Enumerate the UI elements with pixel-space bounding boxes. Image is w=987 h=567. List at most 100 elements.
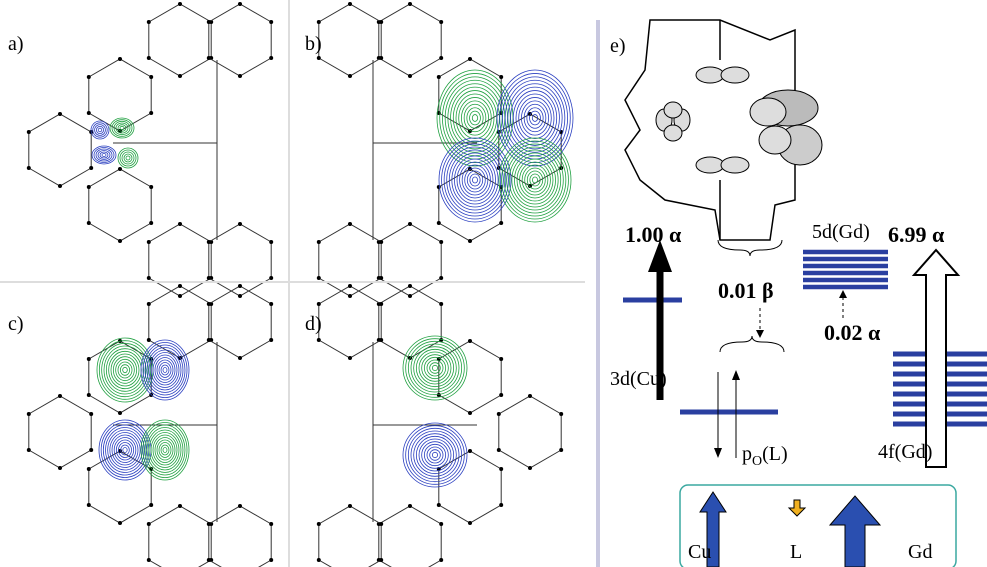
- atom: [149, 503, 153, 507]
- contour: [149, 350, 181, 390]
- ring: [209, 506, 271, 567]
- atom: [147, 20, 151, 24]
- atom: [559, 448, 563, 452]
- atom: [207, 302, 211, 306]
- arrowhead: [714, 448, 722, 458]
- atom: [317, 338, 321, 342]
- contour: [120, 126, 124, 129]
- contour: [511, 87, 560, 149]
- contour-panels: [27, 2, 573, 567]
- ring: [319, 4, 381, 76]
- ring: [379, 506, 441, 567]
- contour: [104, 346, 146, 394]
- atom: [468, 239, 472, 243]
- contour: [520, 162, 551, 198]
- atom: [207, 20, 211, 24]
- contour: [507, 147, 564, 213]
- atom: [348, 504, 352, 508]
- atom: [27, 130, 31, 134]
- atom: [437, 75, 441, 79]
- atom: [238, 284, 242, 288]
- ring: [29, 396, 91, 468]
- atom: [207, 56, 211, 60]
- contour: [124, 154, 132, 162]
- panel-label: e): [610, 35, 626, 57]
- contour: [422, 355, 449, 382]
- contour: [118, 148, 138, 168]
- contour: [432, 365, 437, 370]
- panel-label: d): [305, 313, 322, 335]
- atom: [118, 411, 122, 415]
- ring: [89, 169, 151, 241]
- atom: [468, 411, 472, 415]
- contour: [411, 344, 459, 392]
- atom: [497, 412, 501, 416]
- atom: [58, 112, 62, 116]
- atom: [499, 393, 503, 397]
- contour: [106, 349, 143, 392]
- atom: [178, 294, 182, 298]
- contour: [530, 111, 541, 125]
- atom: [58, 184, 62, 188]
- contour: [459, 97, 492, 138]
- contour: [422, 442, 449, 469]
- atom: [269, 558, 273, 562]
- contour: [414, 347, 457, 390]
- atom: [178, 74, 182, 78]
- atom: [317, 558, 321, 562]
- contour: [424, 444, 445, 465]
- atom: [87, 185, 91, 189]
- atom: [58, 394, 62, 398]
- atom: [27, 448, 31, 452]
- contour: [424, 357, 445, 378]
- atom: [118, 521, 122, 525]
- atom: [379, 338, 383, 342]
- atom: [439, 276, 443, 280]
- atom: [238, 74, 242, 78]
- atom: [408, 222, 412, 226]
- atom: [437, 393, 441, 397]
- contour: [100, 152, 108, 158]
- contour: [445, 80, 505, 155]
- contour: [504, 144, 566, 216]
- contour: [432, 452, 437, 457]
- contour: [470, 111, 481, 125]
- contour: [112, 435, 138, 465]
- atom: [27, 412, 31, 416]
- legend-label: L: [790, 541, 802, 563]
- atom: [317, 56, 321, 60]
- contour: [525, 168, 546, 192]
- atom: [87, 467, 91, 471]
- level-label: pO(L): [742, 443, 788, 469]
- contour: [111, 354, 139, 386]
- atom: [468, 339, 472, 343]
- atom: [178, 2, 182, 6]
- atom: [149, 75, 153, 79]
- ring: [149, 4, 211, 76]
- atom: [147, 276, 151, 280]
- contour: [470, 174, 480, 186]
- atom: [379, 522, 383, 526]
- ring: [439, 451, 501, 523]
- atom: [269, 338, 273, 342]
- brace: [718, 240, 782, 256]
- contour: [161, 365, 169, 375]
- atom: [87, 393, 91, 397]
- level-label: 3d(Cu): [610, 368, 667, 390]
- atom: [147, 522, 151, 526]
- atom: [528, 394, 532, 398]
- atom: [238, 222, 242, 226]
- atom: [437, 221, 441, 225]
- ring: [149, 506, 211, 567]
- ring: [29, 114, 91, 186]
- contour: [532, 177, 537, 183]
- atom: [87, 221, 91, 225]
- atom: [317, 20, 321, 24]
- contour: [444, 144, 506, 216]
- atom: [439, 558, 443, 562]
- transfer-label: 0.01 β: [718, 278, 774, 303]
- atom: [89, 166, 93, 170]
- atom: [499, 467, 503, 471]
- contour: [141, 420, 189, 480]
- spin-label: 6.99 α: [888, 222, 945, 247]
